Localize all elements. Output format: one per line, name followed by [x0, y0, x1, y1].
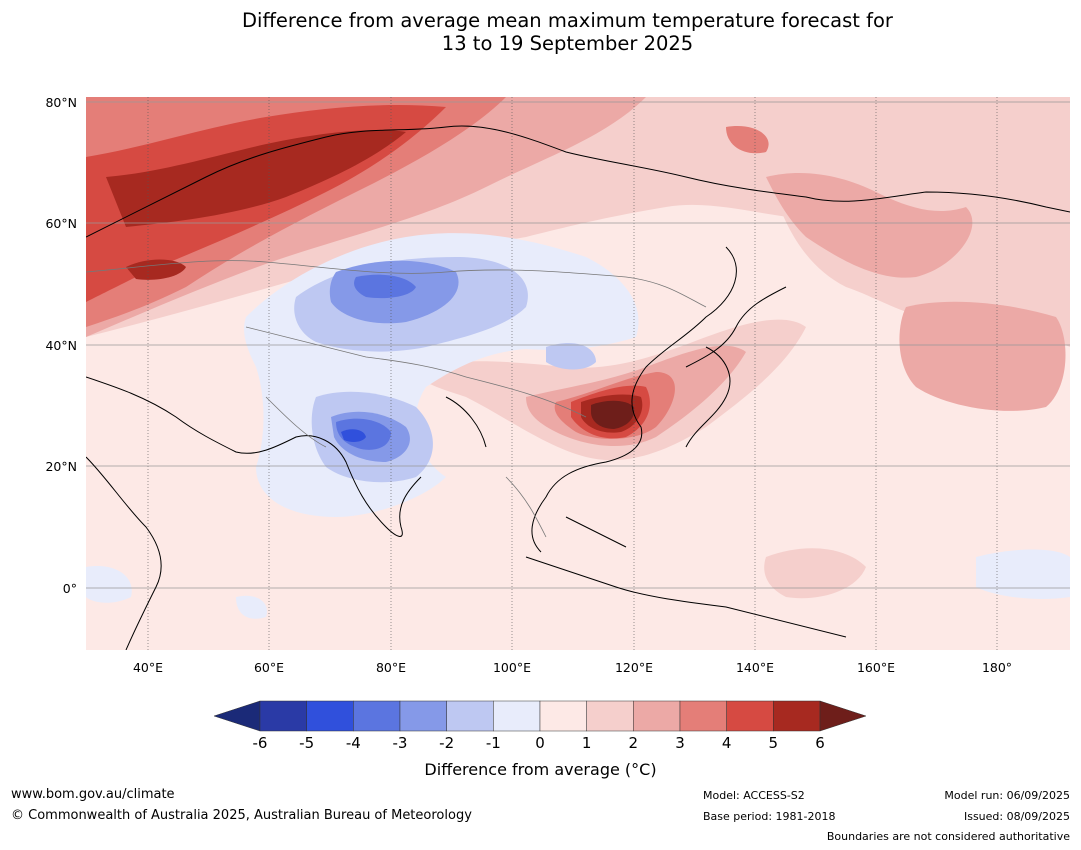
- colorbar-cell: [306, 700, 354, 732]
- y-tick-40n: 40°N: [45, 338, 77, 353]
- colorbar-title: Difference from average (°C): [424, 760, 657, 779]
- title-line-1: Difference from average mean maximum tem…: [242, 9, 893, 32]
- colorbar-tick-label: -2: [439, 734, 455, 752]
- colorbar-tick-label: 4: [721, 734, 732, 752]
- y-tick-60n: 60°N: [45, 216, 77, 231]
- footer-base-period: Base period: 1981-2018: [703, 810, 836, 823]
- footer-url[interactable]: www.bom.gov.au/climate: [11, 787, 175, 802]
- x-tick-180: 180°: [981, 660, 1013, 675]
- x-tick-160e: 160°E: [856, 660, 895, 675]
- colorbar-cell: [353, 700, 401, 732]
- colorbar-tick-label: 0: [535, 734, 545, 752]
- title-line-2: 13 to 19 September 2025: [441, 32, 694, 55]
- footer-copyright: © Commonwealth of Australia 2025, Austra…: [11, 808, 472, 823]
- colorbar-tick-label: 5: [768, 734, 779, 752]
- colorbar-cell: [726, 700, 774, 732]
- colorbar-cell: [773, 700, 821, 732]
- map-title: Difference from average mean maximum tem…: [0, 9, 1081, 55]
- colorbar-cell: [259, 700, 307, 732]
- footer-model-run: Model run: 06/09/2025: [944, 789, 1070, 802]
- x-tick-80e: 80°E: [375, 660, 407, 675]
- colorbar-tick-label: -3: [392, 734, 408, 752]
- colorbar-cell: [446, 700, 494, 732]
- latitude-gridlines: [86, 101, 1070, 589]
- colorbar-cell: [586, 700, 634, 732]
- colorbar-tick-label: -5: [299, 734, 315, 752]
- footer-model: Model: ACCESS-S2: [703, 789, 805, 802]
- x-tick-60e: 60°E: [253, 660, 285, 675]
- map-canvas: [86, 97, 1070, 650]
- x-tick-100e: 100°E: [492, 660, 531, 675]
- footer-issued: Issued: 08/09/2025: [963, 810, 1070, 823]
- colorbar-cell: [539, 700, 587, 732]
- coastlines: [86, 125, 1070, 650]
- y-tick-80n: 80°N: [45, 95, 77, 110]
- temperature-anomaly-map: [86, 97, 1070, 650]
- colorbar-tick-label: 2: [628, 734, 639, 752]
- country-boundaries: [86, 260, 707, 538]
- x-tick-140e: 140°E: [735, 660, 774, 675]
- colorbar: [214, 700, 866, 732]
- longitude-gridlines: [147, 97, 998, 650]
- colorbar-cell: [399, 700, 447, 732]
- colorbar-tick-label: -6: [252, 734, 268, 752]
- y-tick-0: 0°: [62, 581, 77, 596]
- colorbar-cells: [214, 700, 866, 732]
- x-tick-120e: 120°E: [614, 660, 653, 675]
- colorbar-tick-label: 1: [581, 734, 592, 752]
- colorbar-cell: [633, 700, 681, 732]
- footer-disclaimer: Boundaries are not considered authoritat…: [826, 830, 1070, 843]
- colorbar-cell: [679, 700, 727, 732]
- anomaly-fields: [86, 97, 1070, 619]
- colorbar-tick-label: -4: [345, 734, 361, 752]
- colorbar-tick-label: 3: [675, 734, 685, 752]
- x-tick-40e: 40°E: [132, 660, 164, 675]
- colorbar-under-arrow: [214, 700, 261, 732]
- colorbar-tick-label: -1: [485, 734, 501, 752]
- colorbar-cell: [493, 700, 541, 732]
- colorbar-tick-label: 6: [815, 734, 825, 752]
- y-tick-20n: 20°N: [45, 459, 77, 474]
- colorbar-over-arrow: [819, 700, 866, 732]
